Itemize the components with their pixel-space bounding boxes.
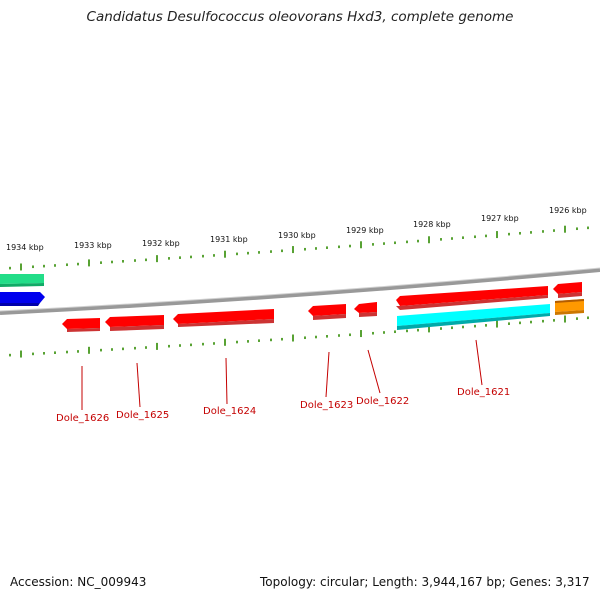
gene-dole-1624[interactable] (173, 309, 274, 327)
forward-gene-red-long[interactable] (396, 286, 548, 310)
label-dole-1623[interactable]: Dole_1623 (300, 400, 353, 411)
scale-label: 1926 kbp (549, 206, 587, 215)
scale-label: 1931 kbp (210, 235, 248, 244)
scale-label: 1929 kbp (346, 226, 384, 235)
forward-gene-blue[interactable] (0, 292, 45, 306)
scale-label: 1927 kbp (481, 214, 519, 223)
chromosome-backbone-highlight (0, 267, 600, 312)
leader-dole-1623 (325, 351, 330, 398)
label-dole-1621[interactable]: Dole_1621 (457, 387, 510, 398)
inner-scale-ticks (9, 315, 589, 358)
forward-gene-green[interactable] (0, 274, 44, 287)
leader-dole-1625 (136, 362, 141, 408)
outer-scale-ticks (9, 225, 589, 271)
leader-dole-1624 (225, 357, 228, 405)
scale-labels: 1934 kbp 1933 kbp 1932 kbp 1931 kbp 1930 kbp… (6, 206, 587, 252)
label-dole-1625[interactable]: Dole_1625 (116, 410, 169, 421)
gene-dole-1626[interactable] (62, 318, 100, 332)
label-dole-1626[interactable]: Dole_1626 (56, 413, 109, 424)
gene-orange[interactable] (555, 299, 584, 315)
scale-label: 1928 kbp (413, 220, 451, 229)
scale-label: 1930 kbp (278, 231, 316, 240)
label-dole-1622[interactable]: Dole_1622 (356, 396, 409, 407)
map-title: Candidatus Desulfococcus oleovorans Hxd3… (86, 9, 514, 25)
chromosome-backbone (0, 268, 600, 315)
gene-dole-1623[interactable] (308, 304, 346, 320)
accession-text: Accession: NC_009943 (10, 575, 147, 589)
leader-dole-1621 (475, 339, 483, 386)
scale-label: 1932 kbp (142, 239, 180, 248)
gene-dole-1625[interactable] (105, 315, 164, 331)
gene-dole-1621[interactable] (397, 304, 550, 330)
scale-label: 1933 kbp (74, 241, 112, 250)
forward-gene-red-end[interactable] (553, 282, 582, 298)
leader-dole-1622 (367, 349, 381, 394)
gene-dole-1622[interactable] (354, 302, 377, 317)
scale-label: 1934 kbp (6, 243, 44, 252)
label-dole-1624[interactable]: Dole_1624 (203, 406, 256, 417)
genome-summary-text: Topology: circular; Length: 3,944,167 bp… (260, 575, 590, 589)
